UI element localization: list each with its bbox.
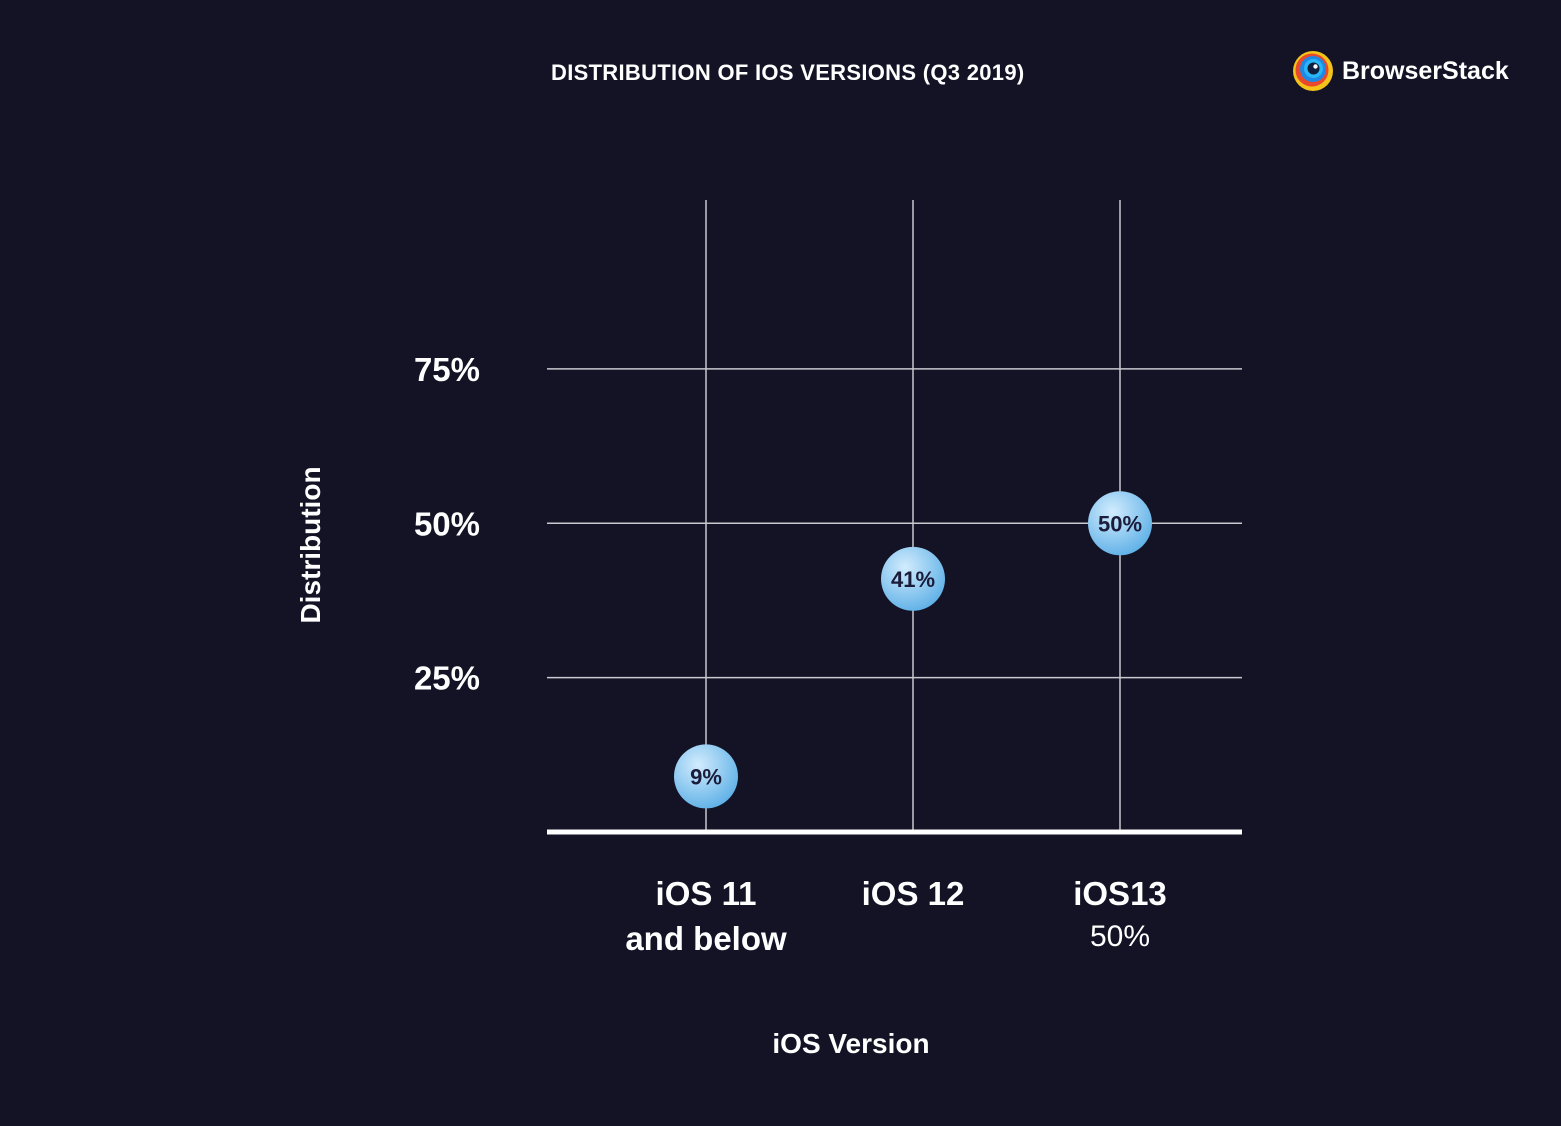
browserstack-logo-icon bbox=[1293, 51, 1333, 91]
x-category-label: iOS 12 bbox=[862, 875, 965, 912]
x-category-label: and below bbox=[625, 920, 787, 957]
x-axis-title: iOS Version bbox=[772, 1028, 929, 1059]
data-point-marker bbox=[674, 744, 738, 809]
brand-name: BrowserStack bbox=[1342, 56, 1509, 85]
y-tick-label: 50% bbox=[414, 505, 480, 542]
y-tick-label: 75% bbox=[414, 351, 480, 388]
y-tick-label: 25% bbox=[414, 660, 480, 697]
data-points: 9% 41% 50% bbox=[674, 491, 1152, 809]
data-point-marker bbox=[1088, 491, 1152, 556]
x-category-sublabel: 50% bbox=[1090, 920, 1150, 953]
chart-title: DISTRIBUTION OF IOS VERSIONS (Q3 2019) bbox=[551, 60, 1025, 85]
data-point-marker bbox=[881, 546, 945, 611]
data-point-label: 41% bbox=[891, 567, 935, 592]
y-axis-title: Distribution bbox=[295, 466, 326, 623]
x-category-label: iOS 11 bbox=[656, 875, 757, 912]
x-category-label: iOS13 bbox=[1073, 875, 1167, 912]
brand-logo: BrowserStack bbox=[1292, 50, 1509, 92]
data-point-label: 9% bbox=[690, 764, 722, 789]
data-point-label: 50% bbox=[1098, 511, 1142, 536]
axis-labels: 25% 50% 75% iOS 11 and below iOS 12 iOS13 50% iO… bbox=[295, 351, 1167, 1059]
